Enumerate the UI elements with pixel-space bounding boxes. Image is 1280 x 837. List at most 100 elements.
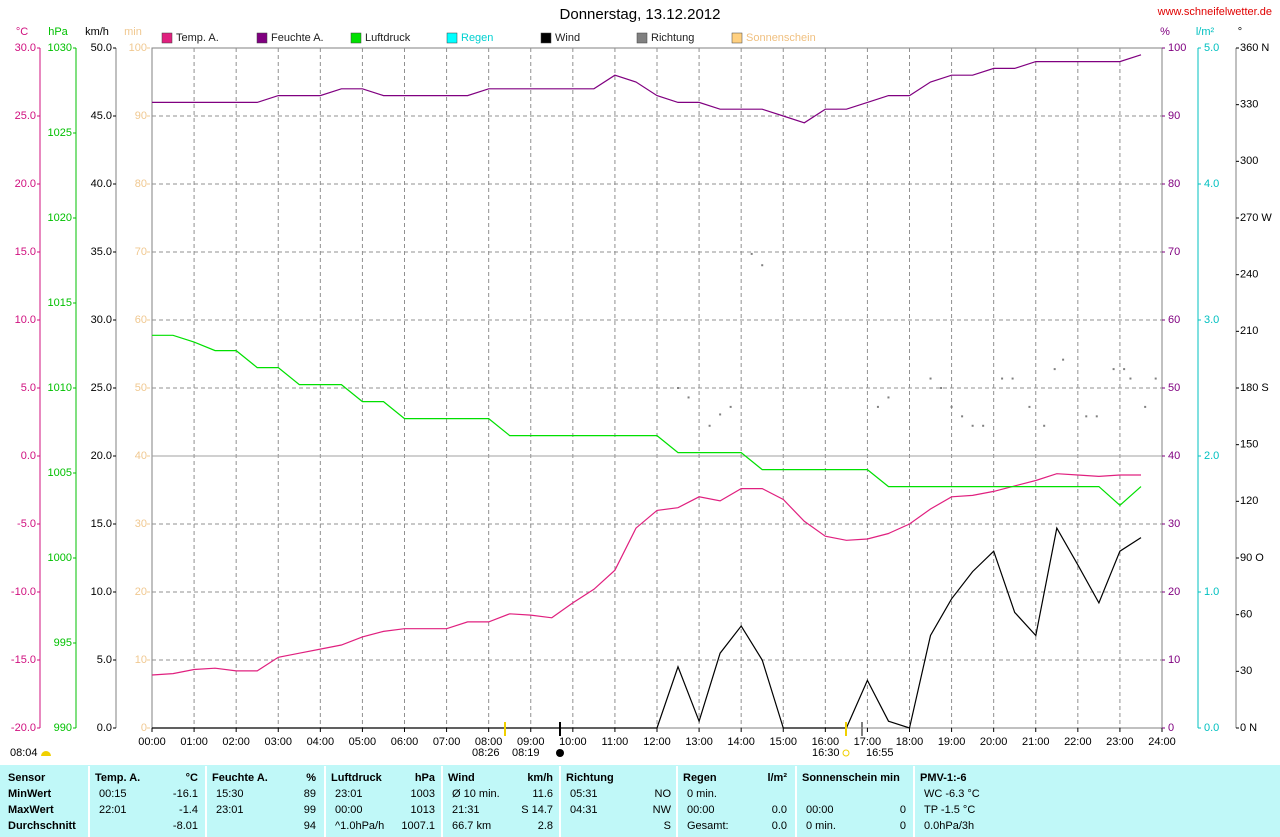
table-header: Sonnenschein min: [802, 772, 900, 784]
y-tick-label: 120: [1240, 495, 1258, 507]
series-line: [152, 334, 1142, 507]
table-cell: WC -6.3 °C: [924, 788, 980, 800]
axis-unit: hPa: [48, 26, 68, 38]
series-line: [151, 473, 1141, 676]
x-tick-label: 04:00: [307, 736, 335, 748]
table-header: Feuchte A.: [212, 772, 268, 784]
direction-dot: [929, 377, 932, 380]
x-tick-label: 02:00: [222, 736, 250, 748]
y-tick-label: 0: [141, 722, 147, 734]
table-cell: -8.01: [173, 820, 198, 832]
y-tick-label: 4.0: [1204, 178, 1219, 190]
direction-dot: [887, 396, 890, 399]
table-header: PMV-1:-6: [920, 772, 966, 784]
y-tick-label: 60: [135, 314, 147, 326]
chart-title: Donnerstag, 13.12.2012: [560, 6, 721, 23]
y-tick-label: 80: [1168, 178, 1180, 190]
x-tick-label: 06:00: [391, 736, 419, 748]
table-unit: km/h: [527, 772, 553, 784]
table-cell: 21:31: [452, 804, 480, 816]
legend-swatch: [731, 32, 743, 44]
y-tick-label: 30.0: [15, 42, 36, 54]
table-cell: 23:01: [335, 788, 363, 800]
direction-dot: [687, 396, 690, 399]
y-tick-label: 50: [1168, 382, 1180, 394]
row-label: MinWert: [8, 788, 52, 800]
legend-label: Temp. A.: [176, 32, 219, 44]
y-tick-label: 0.0: [21, 450, 36, 462]
y-tick-label: 25.0: [15, 110, 36, 122]
table-cell: TP -1.5 °C: [924, 804, 975, 816]
table-cell: 0: [900, 820, 906, 832]
axis-unit: km/h: [85, 26, 109, 38]
y-tick-label: 10.0: [91, 586, 112, 598]
y-tick-label: 990: [54, 722, 72, 734]
table-header: Richtung: [566, 772, 614, 784]
table-cell: 1003: [411, 788, 435, 800]
table-cell: S: [664, 820, 671, 832]
legend-swatch: [256, 32, 268, 44]
y-tick-label: 150: [1240, 439, 1258, 451]
sun-icon: [842, 749, 850, 757]
table-cell: 23:01: [216, 804, 244, 816]
table-cell: S 14.7: [521, 804, 553, 816]
y-tick-label: 1.0: [1204, 586, 1219, 598]
y-tick-label: 100: [129, 42, 147, 54]
row-label: MaxWert: [8, 804, 54, 816]
table-cell: 15:30: [216, 788, 244, 800]
table-cell: ^1.0hPa/h: [335, 820, 384, 832]
y-tick-label: -15.0: [11, 654, 36, 666]
x-tick-label: 23:00: [1106, 736, 1134, 748]
table-header: Sensor: [8, 772, 46, 784]
y-tick-label: 0: [1168, 722, 1174, 734]
table-cell: 05:31: [570, 788, 598, 800]
annotation: 08:04: [10, 747, 38, 759]
x-tick-label: 07:00: [433, 736, 461, 748]
y-tick-label: 5.0: [97, 654, 112, 666]
legend-swatch: [636, 32, 648, 44]
table-unit: hPa: [415, 772, 436, 784]
y-tick-label: 30: [1240, 665, 1252, 677]
axis-unit: %: [1160, 26, 1170, 38]
direction-dot: [1053, 368, 1056, 371]
x-tick-label: 11:00: [602, 736, 629, 748]
direction-dot: [719, 413, 722, 416]
y-tick-label: 0.0: [1204, 722, 1219, 734]
y-tick-label: 1030: [48, 42, 72, 54]
table-cell: 0.0: [772, 804, 787, 816]
x-tick-label: 03:00: [264, 736, 292, 748]
direction-dot: [1154, 377, 1157, 380]
y-tick-label: 25.0: [91, 382, 112, 394]
direction-dot: [1123, 368, 1126, 371]
direction-dot: [1043, 424, 1046, 427]
direction-dot: [1011, 377, 1014, 380]
table-cell: 0.0: [772, 820, 787, 832]
y-tick-label: 80: [135, 178, 147, 190]
y-tick-label: 360 N: [1240, 42, 1269, 54]
x-tick-label: 00:00: [138, 736, 166, 748]
y-tick-label: 1015: [48, 297, 72, 309]
x-tick-label: 12:00: [643, 736, 671, 748]
axis-unit: °C: [16, 26, 28, 38]
table-cell: Ø 10 min.: [452, 788, 500, 800]
axis-unit: min: [124, 26, 142, 38]
y-tick-label: 60: [1168, 314, 1180, 326]
y-tick-label: 2.0: [1204, 450, 1219, 462]
y-tick-label: 50.0: [91, 42, 112, 54]
legend-swatch: [350, 32, 362, 44]
table-cell: 1013: [411, 804, 435, 816]
y-tick-label: 10.0: [15, 314, 36, 326]
table-unit: l/m²: [767, 772, 787, 784]
table-unit: °C: [186, 772, 198, 784]
y-tick-label: 1000: [48, 552, 72, 564]
table-cell: 00:00: [806, 804, 834, 816]
annotation: 08:26: [472, 747, 500, 759]
table-header: Wind: [448, 772, 475, 784]
y-tick-label: 10: [1168, 654, 1180, 666]
y-tick-label: 60: [1240, 609, 1252, 621]
direction-dot: [729, 405, 732, 408]
y-tick-label: 210: [1240, 325, 1258, 337]
y-tick-label: 50: [135, 382, 147, 394]
y-tick-label: 1005: [48, 467, 72, 479]
